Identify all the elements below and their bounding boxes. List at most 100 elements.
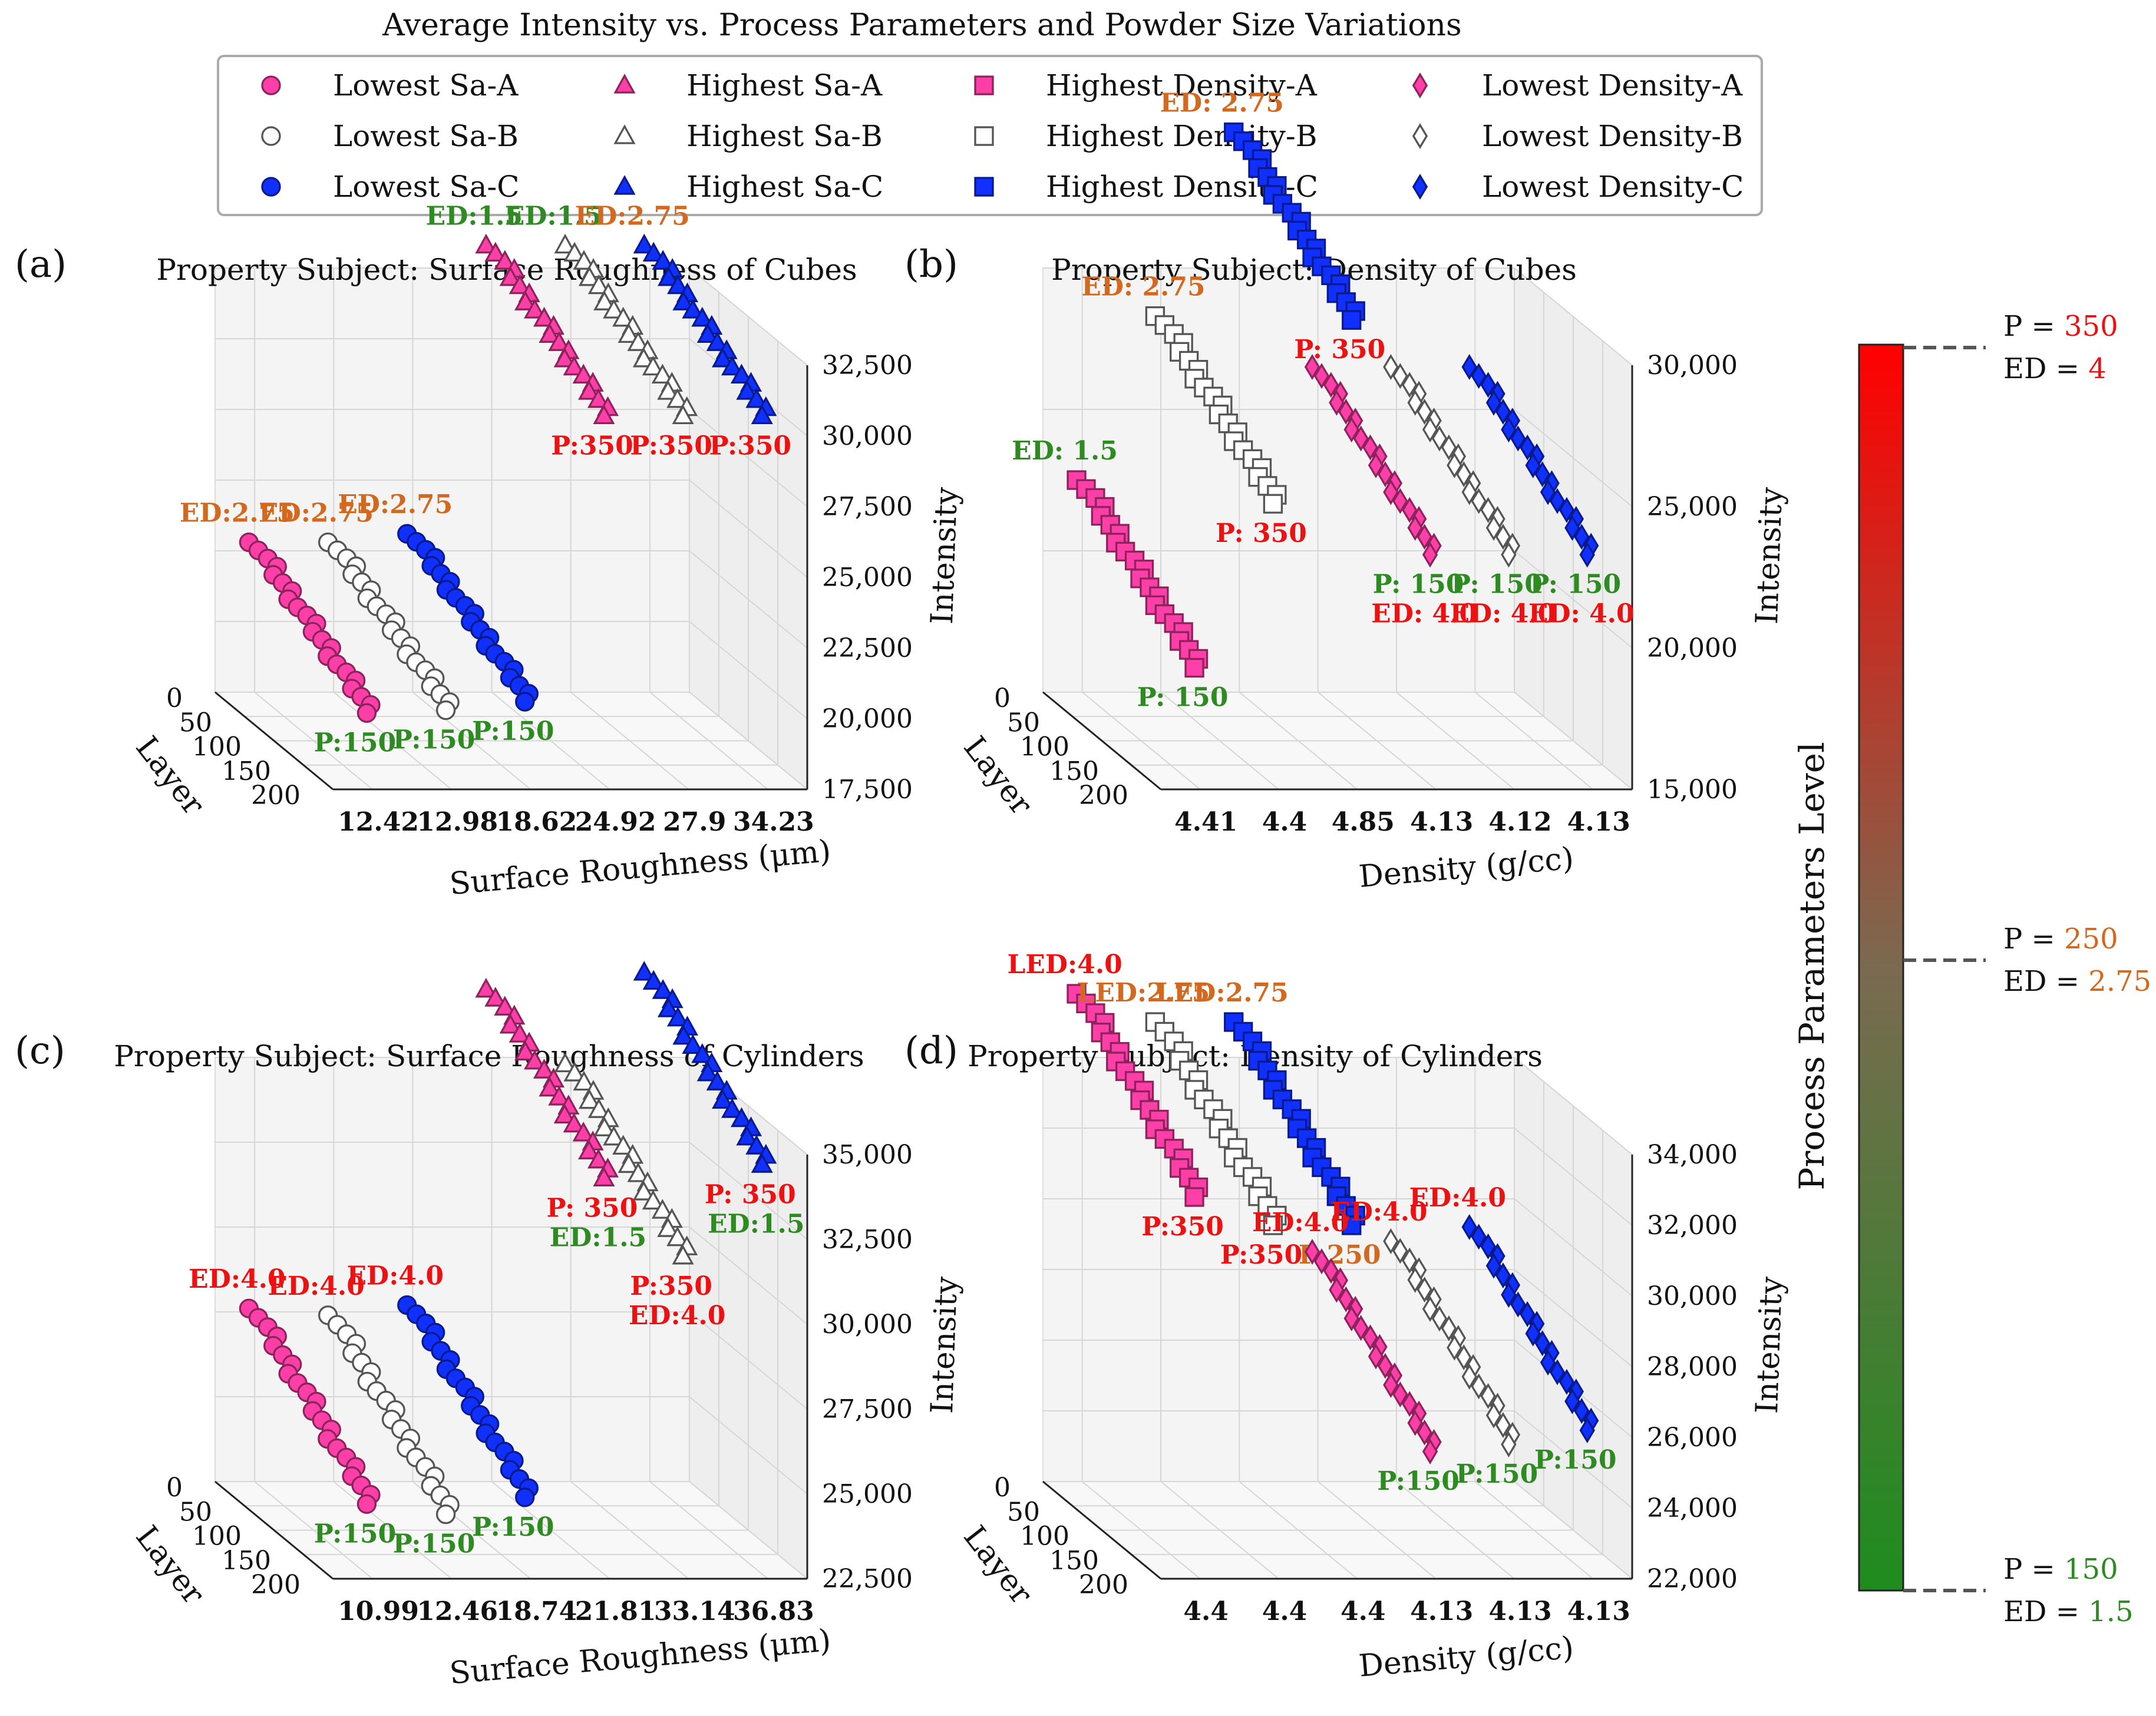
data-point [1574,1398,1590,1424]
legend-entry: Highest Sa-C [613,170,883,204]
data-point [1353,1315,1369,1341]
legend-triangle-marker [613,74,636,94]
data-point [632,347,655,368]
z-axis-label: Intensity [1749,1275,1789,1414]
legend-label: Highest Density-B [1046,119,1318,153]
data-point [356,703,377,723]
data-point [1323,372,1339,398]
series-lowest-sa-a: ED:2.75 P:150 [180,498,396,758]
z-tick-label: 17,500 [822,775,913,805]
data-point [612,306,635,327]
data-point [587,1148,610,1169]
layer-tick-label: 100 [1020,1522,1069,1552]
legend-square-marker [974,75,994,95]
grid-line [689,409,808,507]
series-highest-sa-a: ED:1.5 P:350 [426,201,633,461]
data-point [1368,1343,1384,1370]
data-point [1520,1301,1536,1327]
z-tick-label: 25,000 [1647,492,1738,522]
x-tick-label: 4.4 [1262,1596,1308,1626]
data-point [666,1226,689,1247]
data-point [642,1189,664,1210]
legend-label: Lowest Density-A [1482,68,1743,103]
z-tick-label: 25,000 [822,563,913,593]
z-tick-label: 34,000 [1647,1140,1738,1170]
series-extra-label: ED:4.0 [629,1301,725,1331]
grid-line [1514,267,1633,366]
layer-tick-label: 50 [179,707,212,738]
data-point [1485,515,1502,541]
data-point [572,363,595,384]
data-point [1501,416,1517,443]
layer-tick-label: 0 [166,1473,183,1503]
data-point [1441,434,1457,461]
data-point [1495,398,1511,425]
data-point [435,700,456,720]
series-end-label: P: 150 [1451,570,1543,600]
data-point [1431,1305,1448,1332]
data-point [553,1103,576,1124]
data-point [696,323,719,343]
series-extra-label: ED:1.5 [550,1222,646,1252]
data-point [745,388,768,408]
data-point [691,306,714,327]
x-tick-label: 18.62 [496,807,577,837]
colorbar-label: Process Parameters Level [1792,742,1832,1190]
colorbar-gradient [1858,343,1904,1592]
data-point [1520,434,1536,461]
series-extra-label: ED: 4.0 [1528,599,1635,629]
series-end-label: P:150 [314,728,397,758]
data-point [509,274,531,295]
data-point [652,250,674,270]
series-start-label: ED:4.0 [268,1271,364,1301]
z-tick-label: 35,000 [822,1140,913,1170]
series-extra-label: ED:1.5 [708,1209,804,1239]
series-end-label: P:350 [630,431,712,461]
legend-triangle-marker [613,175,636,195]
grid-line [689,1396,808,1495]
legend-entry: Highest Density-A [974,68,1318,103]
data-point [1480,1233,1496,1259]
series-end-label: P: 350 [705,1179,796,1209]
data-point [578,266,600,286]
series-start-label: ED:2.75 [180,498,295,528]
data-point [499,266,521,286]
data-point [672,1244,694,1265]
data-point [1471,488,1487,514]
data-point [1392,488,1408,514]
data-point [672,290,695,310]
series-end-label: P:150 [393,1529,476,1559]
x-tick-label: 12.42 [338,807,419,837]
series-start-label: ED:4.0 [1252,1208,1349,1238]
data-point [573,250,595,270]
legend-circle-marker [261,126,281,146]
data-point [1431,425,1448,452]
series-end-label: P:150 [314,1519,397,1549]
data-point [578,1089,600,1109]
data-point [1343,1305,1359,1331]
data-point [730,363,753,384]
data-point [751,404,773,425]
data-point [751,1153,773,1173]
data-point [1338,1286,1354,1312]
series-start-label: ED:4.0 [189,1264,285,1294]
x-tick-label: 12.98 [417,807,498,837]
data-point [1417,524,1432,550]
z-tick-label: 20,000 [822,704,913,734]
series-end-label: P:350 [630,1271,712,1301]
data-point [1495,1412,1511,1439]
data-point [633,961,655,981]
data-point [1495,524,1511,550]
data-point [1313,1248,1330,1275]
series-lowest-sa-c: ED:2.75 P:150 [338,490,554,746]
data-point [563,355,585,376]
colorbar-p-text: P = 350 [2003,310,2118,343]
data-point [509,1023,531,1043]
colorbar-ed-label: ED = [2003,1595,2088,1628]
data-point [612,1135,635,1155]
data-point [563,1062,586,1082]
data-point [578,1139,600,1160]
series-lowest-sa-c: ED:4.0 P:150 [347,1261,554,1542]
data-point [672,404,694,425]
